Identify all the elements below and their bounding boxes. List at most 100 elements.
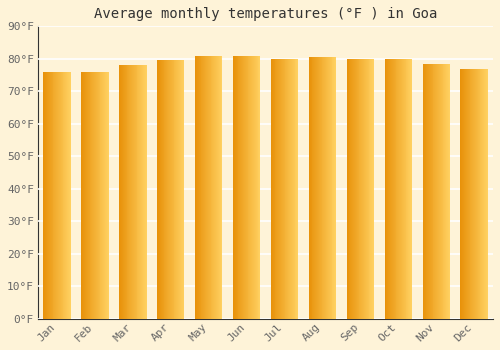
Bar bbox=[292, 59, 294, 319]
Bar bbox=[126, 65, 128, 319]
Bar bbox=[396, 59, 398, 319]
Bar bbox=[240, 56, 241, 319]
Bar bbox=[45, 72, 46, 319]
Bar bbox=[105, 72, 106, 319]
Bar bbox=[179, 61, 180, 319]
Bar bbox=[218, 56, 219, 319]
Bar bbox=[466, 69, 467, 319]
Bar bbox=[242, 56, 243, 319]
Bar bbox=[365, 59, 366, 319]
Bar bbox=[196, 56, 197, 319]
Bar bbox=[432, 64, 434, 319]
Bar bbox=[144, 65, 145, 319]
Bar bbox=[484, 69, 485, 319]
Bar bbox=[234, 56, 235, 319]
Bar bbox=[447, 64, 448, 319]
Bar bbox=[444, 64, 446, 319]
Bar bbox=[271, 59, 272, 319]
Bar bbox=[102, 72, 103, 319]
Bar bbox=[86, 72, 87, 319]
Bar bbox=[164, 61, 166, 319]
Bar bbox=[290, 59, 291, 319]
Bar bbox=[210, 56, 212, 319]
Bar bbox=[250, 56, 251, 319]
Bar bbox=[54, 72, 56, 319]
Bar bbox=[467, 69, 468, 319]
Bar bbox=[353, 59, 354, 319]
Bar bbox=[50, 72, 51, 319]
Bar bbox=[170, 61, 171, 319]
Bar bbox=[128, 65, 130, 319]
Bar bbox=[161, 61, 162, 319]
Bar bbox=[133, 65, 134, 319]
Bar bbox=[132, 65, 133, 319]
Bar bbox=[477, 69, 478, 319]
Bar bbox=[200, 56, 202, 319]
Bar bbox=[286, 59, 288, 319]
Bar bbox=[474, 69, 475, 319]
Bar bbox=[372, 59, 373, 319]
Title: Average monthly temperatures (°F ) in Goa: Average monthly temperatures (°F ) in Go… bbox=[94, 7, 438, 21]
Bar bbox=[57, 72, 58, 319]
Bar bbox=[83, 72, 84, 319]
Bar bbox=[48, 72, 49, 319]
Bar bbox=[279, 59, 280, 319]
Bar bbox=[100, 72, 102, 319]
Bar bbox=[218, 56, 220, 319]
Bar bbox=[94, 72, 95, 319]
Bar bbox=[208, 56, 210, 319]
Bar bbox=[98, 72, 100, 319]
Bar bbox=[475, 69, 476, 319]
Bar bbox=[429, 64, 430, 319]
Bar bbox=[318, 57, 319, 319]
Bar bbox=[85, 72, 86, 319]
Bar bbox=[403, 59, 404, 319]
Bar bbox=[252, 56, 253, 319]
Bar bbox=[327, 57, 328, 319]
Bar bbox=[401, 59, 402, 319]
Bar bbox=[243, 56, 244, 319]
Bar bbox=[368, 59, 370, 319]
Bar bbox=[370, 59, 372, 319]
Bar bbox=[217, 56, 218, 319]
Bar bbox=[92, 72, 93, 319]
Bar bbox=[446, 64, 447, 319]
Bar bbox=[171, 61, 172, 319]
Bar bbox=[409, 59, 410, 319]
Bar bbox=[160, 61, 161, 319]
Bar bbox=[373, 59, 374, 319]
Bar bbox=[440, 64, 441, 319]
Bar bbox=[124, 65, 126, 319]
Bar bbox=[399, 59, 400, 319]
Bar bbox=[180, 61, 181, 319]
Bar bbox=[430, 64, 431, 319]
Bar bbox=[404, 59, 406, 319]
Bar bbox=[317, 57, 318, 319]
Bar bbox=[406, 59, 408, 319]
Bar bbox=[485, 69, 486, 319]
Bar bbox=[241, 56, 242, 319]
Bar bbox=[253, 56, 254, 319]
Bar bbox=[103, 72, 104, 319]
Bar bbox=[449, 64, 450, 319]
Bar bbox=[483, 69, 484, 319]
Bar bbox=[322, 57, 324, 319]
Bar bbox=[141, 65, 142, 319]
Bar bbox=[330, 57, 332, 319]
Bar bbox=[434, 64, 436, 319]
Bar bbox=[436, 64, 437, 319]
Bar bbox=[56, 72, 57, 319]
Bar bbox=[278, 59, 279, 319]
Bar bbox=[59, 72, 60, 319]
Bar bbox=[202, 56, 203, 319]
Bar bbox=[348, 59, 350, 319]
Bar bbox=[391, 59, 392, 319]
Bar bbox=[97, 72, 98, 319]
Bar bbox=[131, 65, 132, 319]
Bar bbox=[236, 56, 238, 319]
Bar bbox=[90, 72, 92, 319]
Bar bbox=[177, 61, 178, 319]
Bar bbox=[334, 57, 335, 319]
Bar bbox=[394, 59, 396, 319]
Bar bbox=[214, 56, 215, 319]
